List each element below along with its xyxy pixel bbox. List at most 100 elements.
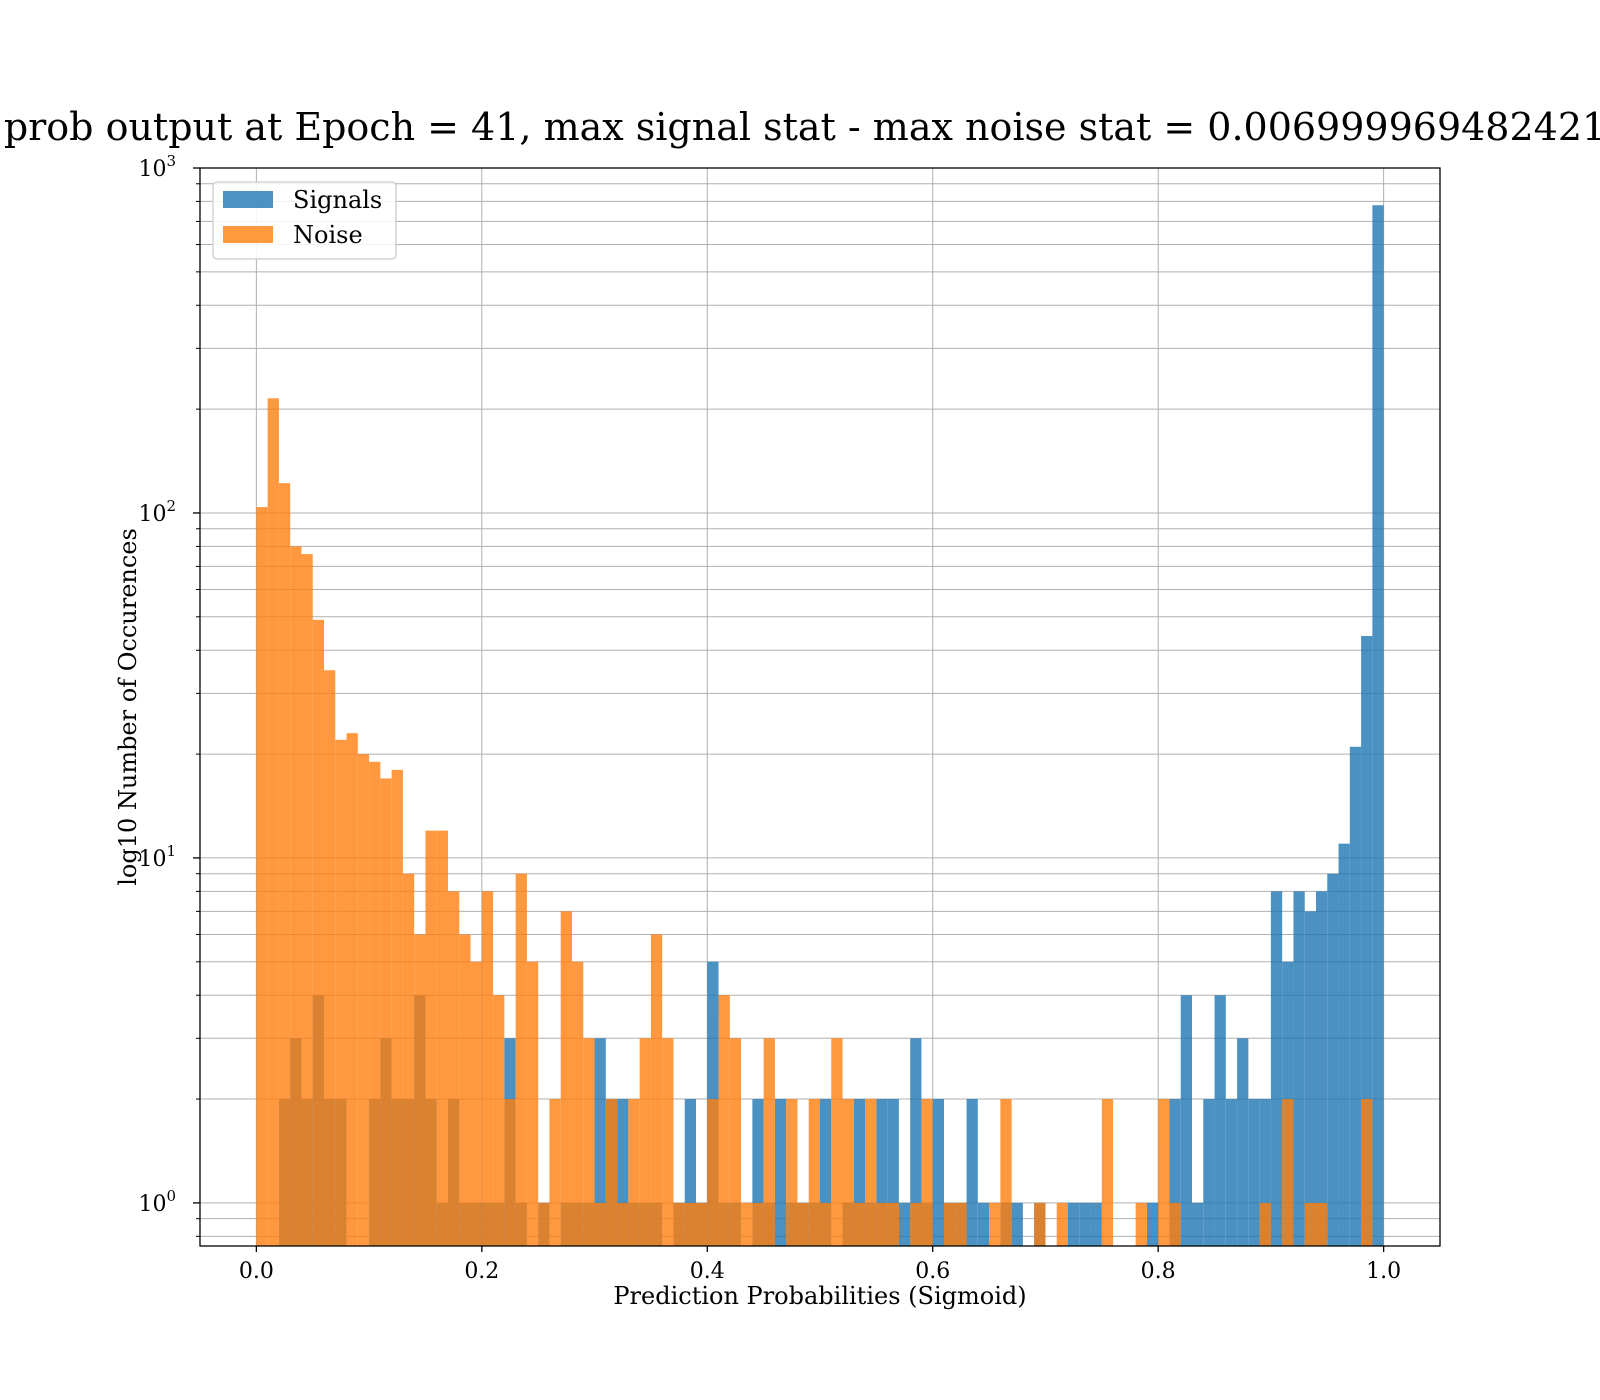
noise-bar [1000,1099,1012,1246]
x-axis-ticks: 0.0 0.2 0.4 0.6 0.8 1.0 [239,1246,1401,1284]
signal-bar [932,1099,944,1246]
noise-bar [256,507,268,1246]
signal-bar [1304,911,1316,1246]
noise-bar [921,1099,933,1246]
noise-bar [312,619,324,1246]
noise-bar [504,1099,516,1246]
signal-bar [1192,1202,1204,1246]
noise-bar [549,1099,561,1246]
noise-bar [436,830,448,1246]
noise-bar [707,1099,719,1246]
noise-bar [391,769,403,1246]
signal-bar [1338,843,1350,1246]
signal-bar [1146,1202,1159,1246]
noise-bar [718,995,730,1246]
noise-bar [944,1202,956,1246]
signal-bar [752,1099,764,1246]
y-axis-ticks: 100 101 102 103 [138,152,200,1237]
noise-bar [605,1099,618,1246]
noise-bar [1316,1202,1328,1246]
noise-bar [1361,1099,1373,1246]
signal-bar [1349,746,1362,1246]
noise-bar [448,891,460,1246]
signal-bar [1011,1202,1023,1246]
noise-bar [639,1038,651,1246]
signal-bar [1079,1202,1091,1246]
noise-bar [267,398,279,1247]
signal-bar [1068,1202,1080,1246]
x-tick-label: 0.8 [1141,1259,1176,1284]
chart-title: prob output at Epoch = 41, max signal st… [4,105,1600,149]
signal-bar [1270,891,1283,1246]
noise-bar [425,830,437,1246]
noise-bar [955,1202,967,1246]
signal-bar [1090,1202,1102,1246]
x-tick-label: 0.0 [239,1259,274,1284]
noise-bar [369,761,381,1246]
signal-bar [876,1099,888,1246]
signal-bar [1293,891,1305,1246]
signal-bar [1327,873,1339,1246]
noise-bar [560,911,572,1246]
noise-bar [1304,1202,1316,1246]
signal-bar [898,1202,911,1246]
signal-bar [1361,635,1373,1246]
signal-bar [977,1202,990,1246]
noise-bar [752,1202,764,1246]
noise-bar [617,1202,629,1246]
x-tick-label: 0.4 [690,1259,725,1284]
noise-bars [256,398,1373,1247]
signal-bar [1225,1099,1238,1246]
signal-bar [774,1099,787,1246]
noise-bar [865,1099,877,1246]
noise-bar [662,1038,674,1246]
y-axis-label: log10 Number of Occurences [114,528,142,886]
noise-bar [278,483,291,1246]
signal-bar [887,1099,899,1246]
noise-bar [910,1202,922,1246]
noise-bar [808,1099,820,1246]
noise-bar [1034,1202,1046,1246]
noise-bar [673,1202,685,1246]
noise-bar [1259,1202,1271,1246]
legend: Signals Noise [212,181,397,260]
signal-bar [910,1038,922,1246]
noise-bar [684,1202,696,1246]
signal-bar [1169,1099,1181,1246]
signal-bar [1180,995,1192,1246]
noise-bar [1169,1202,1181,1246]
signal-bar [594,1038,606,1246]
signal-bar [820,1099,832,1246]
signal-bar [1237,1038,1249,1246]
noise-bar [1282,1099,1294,1246]
noise-bar [763,1038,775,1246]
legend-noise-label: Noise [293,221,363,249]
legend-noise-swatch [223,226,273,243]
noise-bar [1158,1099,1170,1246]
noise-bar [459,934,471,1246]
x-tick-label: 0.6 [915,1259,950,1284]
noise-bar [380,778,392,1246]
noise-bar [1056,1202,1068,1246]
noise-bar [538,1202,550,1246]
signal-bar [1248,1099,1260,1246]
noise-bar [402,873,415,1246]
noise-bar [414,934,426,1246]
noise-bar [324,670,336,1246]
noise-bar [797,1202,809,1246]
signal-bar [1214,995,1226,1246]
y-tick-label: 103 [138,152,176,182]
noise-bar [650,934,663,1246]
noise-bar [696,1202,708,1246]
noise-bar [346,733,358,1246]
noise-bar [481,891,494,1246]
legend-signals-swatch [223,191,273,208]
noise-bar [628,1099,640,1246]
noise-bar [1101,1099,1114,1246]
noise-bar [357,754,370,1246]
noise-bar [729,1038,742,1246]
noise-bar [741,1202,753,1246]
legend-signals-label: Signals [293,186,382,214]
signal-bar [684,1099,696,1246]
noise-bar [831,1038,843,1246]
